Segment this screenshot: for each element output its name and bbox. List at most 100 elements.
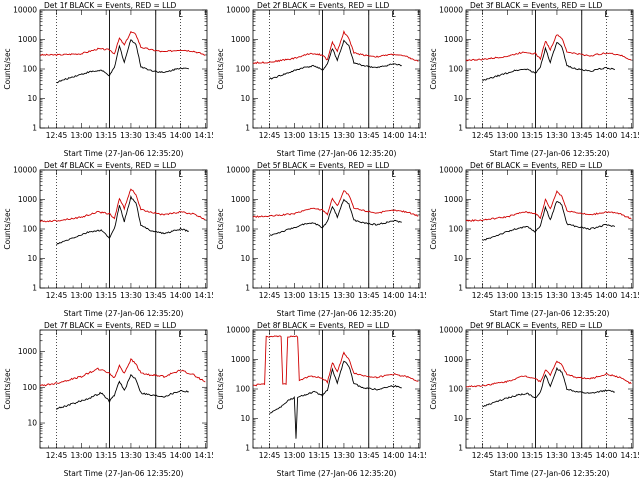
- x-tick-label: 14:00: [596, 291, 618, 300]
- series-line-red: [465, 34, 632, 62]
- x-tick-label: 13:30: [120, 131, 142, 140]
- chart-title: Det 8f BLACK = Events, RED = LLD: [257, 321, 390, 330]
- series-line-red: [252, 190, 419, 218]
- y-tick-label: 10: [27, 254, 37, 263]
- x-tick-label: 13:30: [546, 131, 568, 140]
- detector-chart-9: Det 9f BLACK = Events, RED = LLDL Counts/…: [429, 321, 639, 478]
- y-axis-label: Counts/sec: [429, 48, 438, 89]
- x-tick-label: 14:15: [408, 131, 426, 140]
- detector-chart-8: Det 8f BLACK = Events, RED = LLDL Counts/…: [216, 321, 426, 478]
- chart-title: Det 1f BLACK = Events, RED = LLD: [44, 1, 177, 10]
- x-tick-label: 13:45: [571, 131, 593, 140]
- x-tick-label: 12:45: [259, 451, 281, 460]
- corner-marker: L: [605, 330, 610, 339]
- x-tick-label: 13:00: [284, 131, 306, 140]
- x-tick-label: 13:00: [71, 131, 93, 140]
- y-tick-label: 10: [453, 94, 463, 103]
- x-tick-label: 13:30: [333, 291, 355, 300]
- x-tick-label: 13:00: [497, 131, 519, 140]
- y-tick-label: 10000: [226, 326, 250, 335]
- x-tick-label: 14:15: [195, 291, 213, 300]
- detector-chart-5: Det 5f BLACK = Events, RED = LLDL Counts/…: [216, 161, 426, 318]
- x-tick-label: 12:45: [46, 131, 68, 140]
- series-line-black: [269, 39, 402, 80]
- x-tick-label: 13:45: [145, 291, 167, 300]
- y-tick-label: 10000: [13, 6, 37, 15]
- x-tick-label: 14:15: [621, 451, 639, 460]
- x-tick-label: 13:15: [95, 451, 117, 460]
- y-tick-label: 10: [27, 419, 37, 428]
- x-tick-label: 14:00: [383, 451, 405, 460]
- y-tick-label: 1000: [444, 195, 463, 204]
- y-tick-label: 1000: [18, 195, 37, 204]
- chart-title: Det 3f BLACK = Events, RED = LLD: [470, 1, 603, 10]
- y-tick-label: 1: [458, 124, 463, 133]
- y-tick-label: 1: [245, 124, 250, 133]
- y-tick-label: 10: [453, 254, 463, 263]
- y-axis-label: Counts/sec: [216, 48, 225, 89]
- corner-marker: L: [179, 170, 184, 179]
- chart-title: Det 4f BLACK = Events, RED = LLD: [44, 161, 177, 170]
- x-tick-label: 13:15: [521, 451, 543, 460]
- series-line-black: [56, 374, 189, 410]
- x-tick-label: 13:15: [95, 291, 117, 300]
- x-tick-label: 13:45: [358, 291, 380, 300]
- y-axis-label: Counts/sec: [429, 368, 438, 409]
- series-line-black: [269, 360, 402, 439]
- detector-chart-3: Det 3f BLACK = Events, RED = LLDL Counts/…: [429, 1, 639, 158]
- x-tick-label: 12:45: [46, 451, 68, 460]
- y-tick-label: 1: [32, 284, 37, 293]
- y-tick-label: 100: [449, 65, 464, 74]
- x-axis-label: Start Time (27-Jan-06 12:35:20): [277, 309, 397, 318]
- x-tick-label: 12:45: [472, 131, 494, 140]
- plot-frame: [252, 169, 421, 289]
- plot-frame: [252, 329, 421, 449]
- y-tick-label: 100: [449, 225, 464, 234]
- y-tick-label: 100: [236, 225, 251, 234]
- x-tick-label: 13:15: [95, 131, 117, 140]
- x-tick-label: 13:15: [308, 291, 330, 300]
- x-tick-label: 13:45: [571, 291, 593, 300]
- y-tick-label: 1000: [231, 195, 250, 204]
- x-tick-label: 14:15: [621, 131, 639, 140]
- x-tick-label: 14:00: [170, 451, 192, 460]
- y-axis-label: Counts/sec: [429, 208, 438, 249]
- x-tick-label: 13:15: [308, 451, 330, 460]
- y-tick-label: 1000: [444, 35, 463, 44]
- chart-title: Det 7f BLACK = Events, RED = LLD: [44, 321, 177, 330]
- x-tick-label: 13:15: [521, 131, 543, 140]
- series-line-red: [465, 190, 632, 222]
- y-tick-label: 1000: [18, 35, 37, 44]
- y-axis-label: Counts/sec: [3, 48, 12, 89]
- x-tick-label: 12:45: [46, 291, 68, 300]
- y-tick-label: 1: [245, 444, 250, 453]
- y-tick-label: 1: [458, 444, 463, 453]
- y-tick-label: 100: [449, 385, 464, 394]
- x-tick-label: 13:30: [120, 291, 142, 300]
- chart-title: Det 5f BLACK = Events, RED = LLD: [257, 161, 390, 170]
- y-tick-label: 10000: [226, 166, 250, 175]
- x-axis-label: Start Time (27-Jan-06 12:35:20): [277, 469, 397, 478]
- y-axis-label: Counts/sec: [3, 208, 12, 249]
- x-tick-label: 13:00: [284, 451, 306, 460]
- x-tick-label: 12:45: [472, 451, 494, 460]
- y-tick-label: 1: [245, 284, 250, 293]
- x-tick-label: 14:00: [170, 131, 192, 140]
- x-tick-label: 13:45: [358, 451, 380, 460]
- x-tick-label: 13:00: [497, 451, 519, 460]
- x-axis-label: Start Time (27-Jan-06 12:35:20): [64, 309, 184, 318]
- x-tick-label: 14:00: [596, 451, 618, 460]
- series-line-black: [269, 198, 402, 236]
- x-axis-label: Start Time (27-Jan-06 12:35:20): [490, 469, 610, 478]
- corner-marker: L: [179, 330, 184, 339]
- y-tick-label: 10: [240, 254, 250, 263]
- detector-chart-2: Det 2f BLACK = Events, RED = LLDL Counts/…: [216, 1, 426, 158]
- series-line-black: [482, 200, 616, 241]
- x-tick-label: 14:00: [170, 291, 192, 300]
- x-axis-label: Start Time (27-Jan-06 12:35:20): [64, 469, 184, 478]
- x-tick-label: 13:45: [145, 451, 167, 460]
- y-tick-label: 100: [23, 383, 38, 392]
- chart-title: Det 6f BLACK = Events, RED = LLD: [470, 161, 603, 170]
- series-line-black: [56, 194, 189, 246]
